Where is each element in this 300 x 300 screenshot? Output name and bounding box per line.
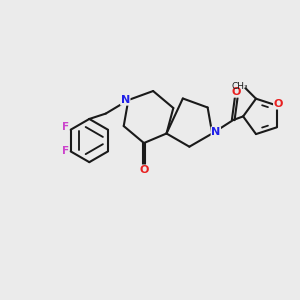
Text: CH₃: CH₃ [232,82,248,91]
Text: O: O [139,165,148,175]
Text: O: O [232,87,241,97]
Text: F: F [61,146,69,156]
Text: O: O [274,99,283,109]
Text: F: F [61,122,69,132]
Text: N: N [121,95,130,105]
Text: N: N [211,127,220,137]
